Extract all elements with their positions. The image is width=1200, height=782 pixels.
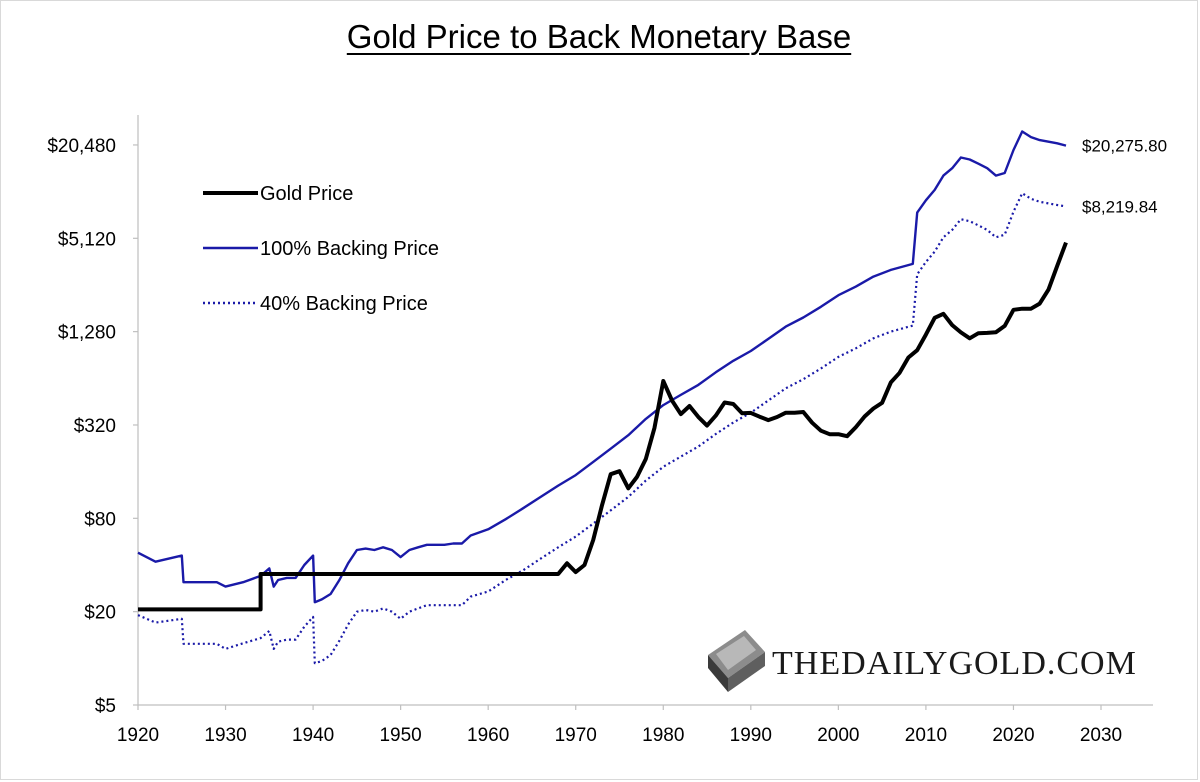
x-tick-label: 1940 (292, 725, 334, 746)
series-line-gold-price (138, 241, 1068, 612)
x-tick-label: 2020 (992, 725, 1034, 746)
x-tick-label: 2010 (905, 725, 947, 746)
chart-lines (137, 130, 1068, 665)
x-tick-label: 1980 (642, 725, 684, 746)
end-value-label: $8,219.84 (1082, 197, 1158, 216)
logo-text: THEDAILYGOLD.COM (772, 645, 1137, 682)
x-tick-label: 1930 (204, 725, 246, 746)
chart-title: Gold Price to Back Monetary Base (346, 18, 852, 55)
gold-bar-icon (708, 630, 765, 692)
y-tick-label: $1,280 (58, 323, 116, 344)
chart-legend: Gold Price 100% Backing Price 40% Backing … (203, 183, 439, 315)
brand-logo: THEDAILYGOLD.COM (708, 630, 1137, 692)
x-tick-label: 1990 (730, 725, 772, 746)
legend-label: 100% Backing Price (260, 238, 439, 260)
legend-label: Gold Price (260, 183, 353, 205)
series-line-40-backing-price (137, 192, 1067, 665)
y-tick-label: $5,120 (58, 229, 116, 250)
series-line-100-backing-price (137, 130, 1067, 604)
end-value-label: $20,275.80 (1082, 137, 1167, 156)
x-tick-label: 2000 (817, 725, 859, 746)
x-tick-label: 1920 (117, 725, 159, 746)
x-tick-label: 1970 (555, 725, 597, 746)
x-tick-label: 2030 (1080, 725, 1122, 746)
y-tick-label: $320 (74, 416, 116, 437)
x-tick-label: 1960 (467, 725, 509, 746)
y-tick-label: $20,480 (47, 136, 116, 157)
y-tick-label: $20 (84, 603, 116, 624)
chart-axes: $5 $20 $80 $320 $1,280 $5,120 $20,480 1920 1930 1… (47, 115, 1153, 746)
y-tick-label: $5 (95, 696, 116, 717)
y-tick-label: $80 (84, 509, 116, 530)
end-labels: $20,275.80 $8,219.84 (1082, 137, 1167, 217)
legend-label: 40% Backing Price (260, 293, 428, 315)
x-tick-label: 1950 (379, 725, 421, 746)
